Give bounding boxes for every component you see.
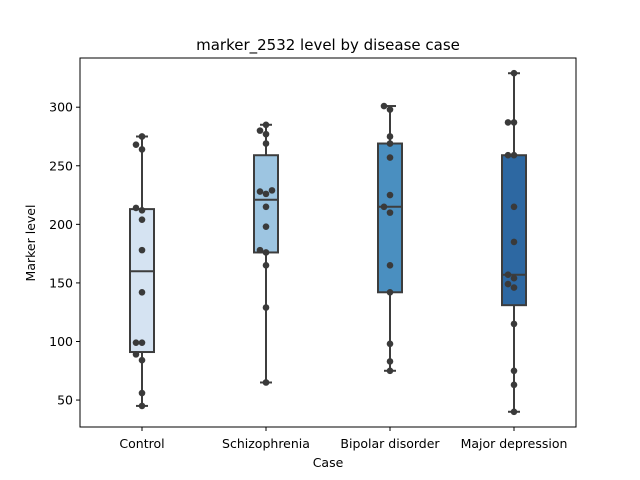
y-axis-label: Marker level [23, 205, 38, 282]
data-point [138, 246, 146, 254]
plot-area: 50 100 150 200 250 300 Control Schizophrenia Bip… [49, 57, 577, 451]
data-point [510, 408, 518, 416]
data-point [510, 320, 518, 328]
data-point [262, 203, 270, 211]
data-point [510, 367, 518, 375]
data-point [262, 140, 270, 147]
data-point [138, 339, 146, 346]
y-tick-label: 200 [49, 217, 73, 232]
box-2 [377, 142, 403, 294]
x-tick-label: Major depression [461, 436, 568, 451]
data-point [262, 130, 270, 138]
data-point [380, 203, 388, 211]
data-point [386, 262, 394, 269]
data-point [386, 288, 394, 296]
data-point [138, 216, 146, 223]
data-point [510, 238, 518, 246]
data-point [504, 151, 512, 159]
data-point [262, 262, 270, 269]
data-point [386, 154, 394, 161]
x-tick-label: Schizophrenia [222, 436, 310, 451]
plot-frame [79, 57, 577, 428]
data-point [386, 191, 394, 199]
data-point [132, 339, 140, 346]
data-point [386, 209, 394, 216]
data-point [510, 274, 518, 282]
data-point [510, 119, 518, 126]
data-point [132, 141, 140, 148]
data-point [386, 367, 394, 375]
x-tick-label: Bipolar disorder [340, 436, 440, 451]
data-point [380, 102, 388, 110]
data-point [386, 106, 394, 113]
chart-title: marker_2532 level by disease case [196, 36, 460, 55]
data-point [262, 121, 270, 129]
x-axis-label: Case [313, 455, 344, 470]
y-tick-label: 250 [49, 158, 73, 173]
data-point [138, 206, 146, 214]
data-point [262, 223, 270, 230]
x-tick-label: Control [119, 436, 164, 451]
data-point [262, 190, 270, 198]
data-point [132, 351, 140, 358]
data-point [262, 379, 270, 386]
data-point [138, 356, 146, 364]
y-tick-label: 100 [49, 334, 73, 349]
y-tick-label: 150 [49, 275, 73, 290]
data-point [504, 271, 512, 279]
data-point [268, 187, 276, 194]
data-point [386, 140, 394, 147]
data-point [386, 133, 394, 140]
data-point [510, 381, 518, 389]
data-point [510, 284, 518, 291]
data-point [386, 340, 394, 348]
data-point [138, 402, 146, 410]
data-point [256, 188, 264, 195]
data-point [256, 246, 264, 254]
data-point [138, 389, 146, 397]
box-0 [129, 208, 155, 354]
data-point [138, 288, 146, 296]
data-point [138, 133, 146, 140]
data-point [262, 304, 270, 311]
data-point [510, 203, 518, 211]
data-point [510, 69, 518, 77]
y-tick-label: 50 [57, 393, 73, 408]
data-point [256, 127, 264, 134]
data-point [132, 204, 140, 212]
y-tick-label: 300 [49, 100, 73, 115]
data-point [386, 358, 394, 365]
data-point [262, 249, 270, 256]
data-point [138, 146, 146, 153]
data-point [504, 119, 512, 126]
data-point [510, 151, 518, 159]
data-point [504, 280, 512, 288]
